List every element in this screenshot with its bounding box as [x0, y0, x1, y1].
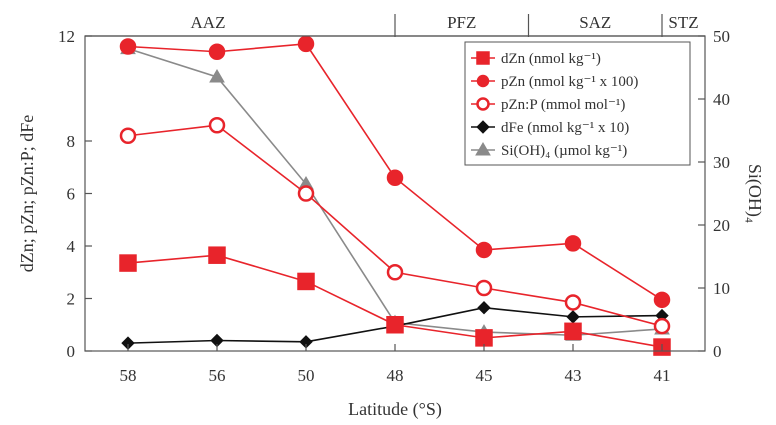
- x-axis-title: Latitude (°S): [348, 399, 442, 420]
- marker-open-circle: [476, 97, 490, 111]
- marker-square: [297, 272, 315, 291]
- legend-item: pZn:P (mmol mol⁻¹): [471, 97, 625, 113]
- marker-diamond: [566, 310, 580, 324]
- legend-item: dZn (nmol kg⁻¹): [471, 51, 601, 67]
- y-tick-label: 6: [67, 185, 76, 204]
- legend-label: pZn (nmol kg⁻¹ x 100): [501, 74, 638, 90]
- marker-open-circle: [653, 317, 671, 335]
- marker-circle: [475, 241, 493, 259]
- legend-label: pZn:P (mmol mol⁻¹): [501, 97, 625, 113]
- y-axis-title: dZn; pZn; pZn:P; dFe: [17, 115, 37, 273]
- marker-square: [208, 246, 226, 264]
- legend-box: [464, 41, 691, 166]
- zone-label: STZ: [668, 13, 698, 32]
- marker-circle: [208, 43, 226, 60]
- x-tick-label: 56: [209, 366, 226, 385]
- axis-layer: AAZ PFZ SAZ STZ 0 2 4 6 8 12 0 10 20 30 40 50 58 56 50 48 45…: [58, 13, 730, 385]
- zone-label: SAZ: [579, 13, 611, 32]
- marker-circle: [653, 291, 671, 309]
- marker-square: [476, 51, 490, 65]
- y-tick-label: 12: [58, 27, 75, 46]
- marker-open-circle: [208, 117, 226, 134]
- zone-dividers: [85, 14, 705, 37]
- y2-tick-label: 10: [713, 279, 730, 298]
- series-1: [119, 35, 671, 309]
- series-layer: [119, 35, 671, 356]
- y2-axis-title: Si(OH)₄: [744, 164, 765, 223]
- zone-label: AAZ: [191, 13, 226, 32]
- marker-circle: [119, 38, 137, 55]
- marker-open-circle: [386, 264, 404, 281]
- marker-triangle: [475, 142, 491, 156]
- marker-open-circle: [297, 185, 315, 202]
- series-2: [119, 117, 671, 335]
- legend-label: Si(OH)₄ (µmol kg⁻¹): [501, 143, 627, 159]
- y2-tick-label: 30: [713, 153, 730, 172]
- y2-tick-label: 20: [713, 216, 730, 235]
- x-tick-label: 48: [387, 366, 404, 385]
- y2-tick-label: 40: [713, 90, 730, 109]
- marker-open-circle: [564, 294, 582, 311]
- y2-tick-label: 0: [713, 342, 722, 361]
- legend: dZn (nmol kg⁻¹) pZn (nmol kg⁻¹ x 100) pZn:…: [464, 41, 691, 166]
- x-tick-label: 43: [565, 366, 582, 385]
- marker-square: [119, 254, 137, 272]
- y-tick-label: 2: [67, 290, 76, 309]
- series-0: [119, 246, 671, 356]
- marker-triangle: [209, 68, 225, 83]
- marker-open-circle: [475, 279, 493, 297]
- legend-label: dZn (nmol kg⁻¹): [501, 51, 601, 67]
- y-tick-label: 8: [67, 132, 76, 151]
- x-tick-label: 50: [298, 366, 315, 385]
- marker-circle: [476, 74, 490, 88]
- marker-diamond: [477, 300, 491, 315]
- marker-open-circle: [119, 127, 137, 144]
- x-tick-label: 45: [476, 366, 493, 385]
- legend-item: dFe (nmol kg⁻¹ x 10): [471, 120, 629, 136]
- zone-label: PFZ: [447, 13, 476, 32]
- marker-square: [475, 329, 493, 347]
- marker-circle: [564, 235, 582, 252]
- marker-circle: [297, 35, 315, 53]
- legend-item: Si(OH)₄ (µmol kg⁻¹): [471, 142, 627, 159]
- y-tick-label: 0: [67, 342, 76, 361]
- marker-circle: [386, 169, 404, 186]
- legend-item: pZn (nmol kg⁻¹ x 100): [471, 74, 638, 90]
- y-tick-label: 4: [67, 237, 76, 256]
- legend-label: dFe (nmol kg⁻¹ x 10): [501, 120, 629, 136]
- x-tick-label: 41: [654, 366, 671, 385]
- y2-tick-label: 50: [713, 27, 730, 46]
- x-tick-label: 58: [120, 366, 137, 385]
- marker-diamond: [476, 120, 490, 134]
- marker-square: [386, 316, 404, 334]
- marker-square: [564, 322, 582, 341]
